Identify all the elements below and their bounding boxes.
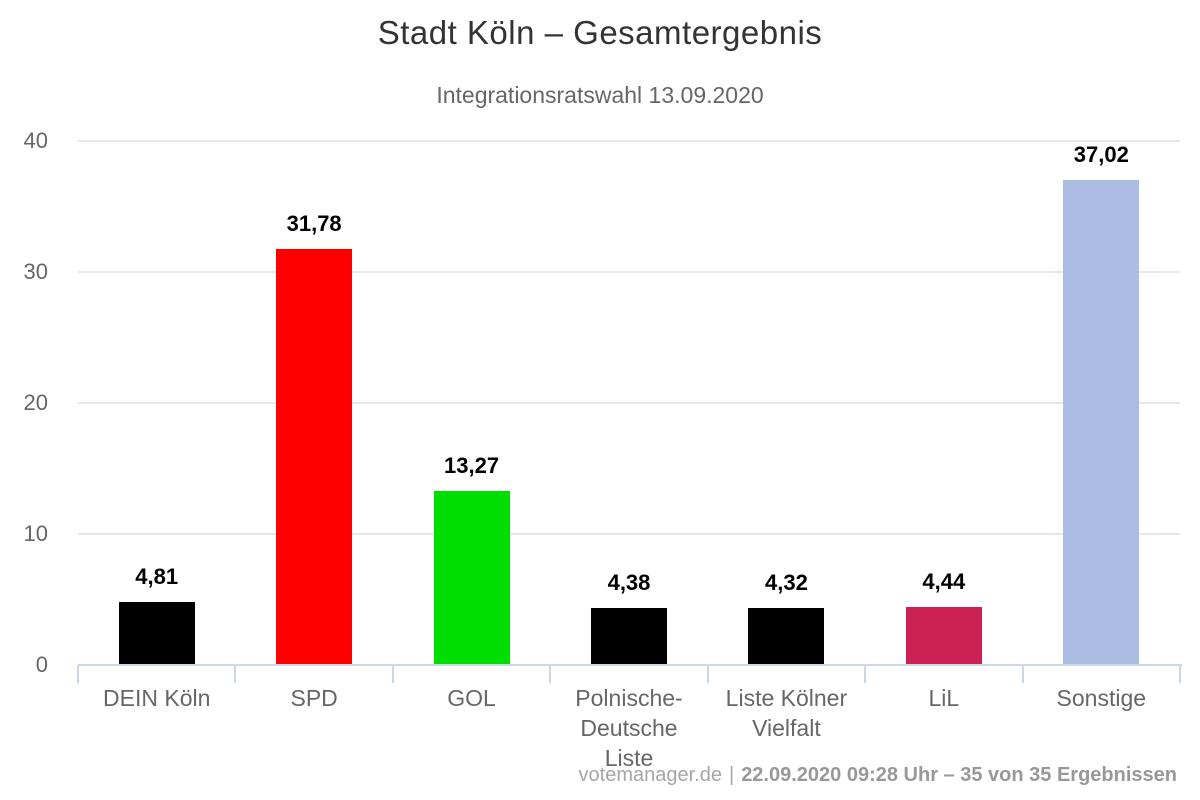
gridline-20 [78, 402, 1180, 404]
y-axis-label-0: 0 [35, 652, 48, 677]
chart-footer: votemanager.de | 22.09.2020 09:28 Uhr – 35… [579, 762, 1177, 788]
x-axis-label-liste-kölner-vielfalt: Liste Kölner Vielfalt [725, 685, 848, 741]
bar-liste-kölner-vielfalt[interactable] [748, 608, 825, 665]
y-axis-label-30: 30 [23, 259, 48, 284]
value-label-liste-kölner-vielfalt: 4,32 [765, 570, 808, 596]
x-axis-line [78, 664, 1182, 666]
bar-polnische-deutsche-liste[interactable] [591, 607, 667, 665]
y-axis-label-40: 40 [23, 128, 48, 153]
x-axis-label-lil: LiL [928, 685, 960, 711]
footer-separator: | [728, 764, 735, 786]
footer-timestamp: 22.09.2020 09:28 Uhr – 35 von 35 Ergebni… [741, 764, 1177, 786]
gridline-10 [78, 533, 1180, 535]
x-axis-tick [706, 665, 709, 683]
x-axis-tick [1021, 665, 1024, 683]
x-axis-tick [77, 665, 79, 683]
credits-link[interactable]: votemanager.de [578, 764, 722, 786]
x-axis-tick [391, 665, 394, 683]
x-axis-tick [1179, 665, 1181, 683]
bar-sonstige[interactable] [1063, 180, 1140, 665]
chart-subtitle: Integrationsratswahl 13.09.2020 [436, 82, 764, 108]
y-axis-label-10: 10 [23, 521, 48, 546]
x-axis-tick [234, 665, 237, 683]
value-label-lil: 4,44 [922, 568, 966, 594]
bar-lil[interactable] [905, 606, 982, 665]
bar-gol[interactable] [433, 491, 510, 665]
gridline-30 [78, 271, 1180, 273]
value-label-polnische-deutsche-liste: 4,38 [607, 569, 651, 595]
x-axis-label-dein-köln: DEIN Köln [103, 685, 211, 711]
value-label-spd: 31,78 [286, 210, 342, 236]
x-axis-label-polnische-deutsche-liste: Polnische- Deutsche Liste [575, 685, 683, 771]
gridline-40 [78, 140, 1180, 142]
value-label-sonstige: 37,02 [1073, 142, 1129, 168]
x-axis-label-gol: GOL [447, 685, 496, 711]
x-axis-label-sonstige: Sonstige [1056, 685, 1147, 711]
value-label-dein-köln: 4,81 [135, 563, 179, 589]
bar-spd[interactable] [276, 248, 353, 665]
value-label-gol: 13,27 [444, 453, 500, 479]
x-axis-label-spd: SPD [290, 685, 338, 711]
bar-dein-köln[interactable] [118, 601, 195, 665]
chart-title: Stadt Köln – Gesamtergebnis [377, 14, 823, 51]
y-axis-label-20: 20 [23, 390, 48, 415]
x-axis-tick [864, 665, 867, 683]
x-axis-tick [549, 665, 552, 683]
